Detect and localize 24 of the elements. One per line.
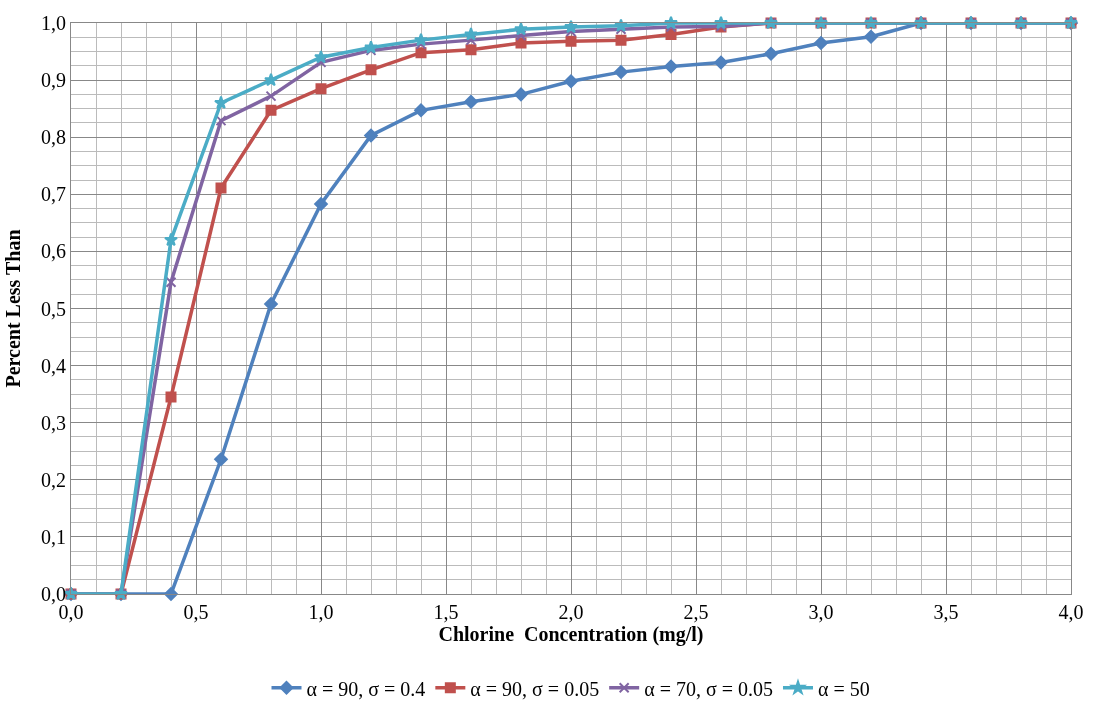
x-tick-label: 3,5 [933, 601, 959, 623]
y-tick-label: 0,3 [41, 411, 66, 434]
x-tick-label: 1,5 [433, 601, 459, 623]
x-tick-label: 2,0 [558, 601, 584, 623]
y-tick-label: 0,5 [41, 297, 66, 320]
x-tick-label: 3,0 [808, 601, 834, 623]
legend-label: α = 50 [817, 677, 870, 700]
y-axis-title: Percent Less Than [1, 229, 24, 388]
y-tick-label: 0,8 [41, 126, 66, 149]
x-tick-label: 4,0 [1058, 601, 1084, 623]
x-axis-title: Chlorine Concentration (mg/l) [438, 623, 704, 646]
y-tick-label: 0,1 [41, 525, 66, 548]
legend-label: α = 70, σ = 0.05 [644, 677, 773, 700]
x-tick-label: 2,5 [683, 601, 709, 623]
legend-label: α = 90, σ = 0.05 [470, 677, 600, 700]
y-tick-label: 0,6 [41, 240, 66, 263]
x-tick-label: 0,5 [183, 601, 209, 623]
legend-label: α = 90, σ = 0.4 [306, 677, 426, 700]
y-tick-label: 0,7 [41, 183, 66, 206]
y-tick-label: 1,0 [41, 12, 66, 34]
y-tick-label: 0,4 [41, 354, 66, 377]
y-tick-label: 0,9 [41, 69, 66, 92]
x-tick-label: 1,0 [308, 601, 334, 623]
y-tick-label: 0,2 [41, 468, 66, 491]
